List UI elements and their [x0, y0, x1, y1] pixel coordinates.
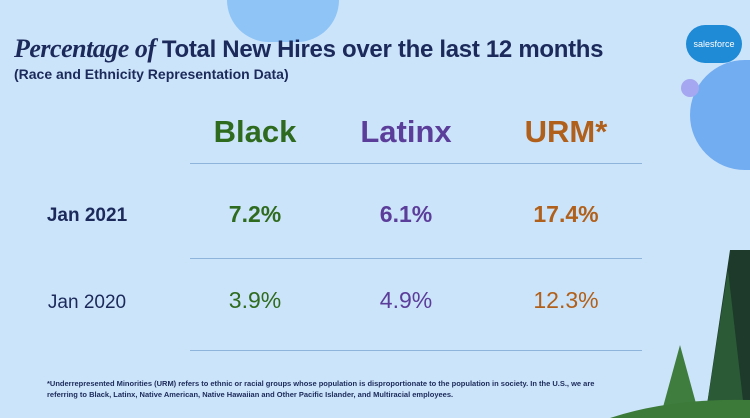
- page-subtitle: (Race and Ethnicity Representation Data): [14, 66, 289, 82]
- title-script: Percentage of: [14, 34, 156, 63]
- page-title: Percentage of Total New Hires over the l…: [14, 34, 604, 64]
- salesforce-logo: salesforce: [686, 25, 742, 63]
- divider: [190, 258, 642, 259]
- title-main: Total New Hires over the last 12 months: [161, 36, 604, 63]
- value-black-2021: 7.2%: [228, 201, 282, 227]
- decor-circle-right: [690, 60, 750, 170]
- decor-circle-small: [681, 79, 699, 97]
- column-header-urm: URM*: [524, 114, 608, 149]
- divider: [190, 163, 642, 164]
- value-latinx-2021: 6.1%: [379, 201, 433, 227]
- row-label-jan-2021: Jan 2021: [46, 205, 128, 226]
- value-urm-2020: 12.3%: [533, 287, 599, 313]
- value-urm-2021: 17.4%: [533, 201, 599, 227]
- value-black-2020: 3.9%: [228, 287, 282, 313]
- column-header-latinx: Latinx: [360, 114, 452, 149]
- row-label-jan-2020: Jan 2020: [47, 292, 127, 313]
- column-header-black: Black: [213, 114, 297, 149]
- divider: [190, 350, 642, 351]
- trees-illustration: [610, 250, 750, 418]
- value-latinx-2020: 4.9%: [379, 287, 433, 313]
- footnote: *Underrepresented Minorities (URM) refer…: [47, 379, 595, 399]
